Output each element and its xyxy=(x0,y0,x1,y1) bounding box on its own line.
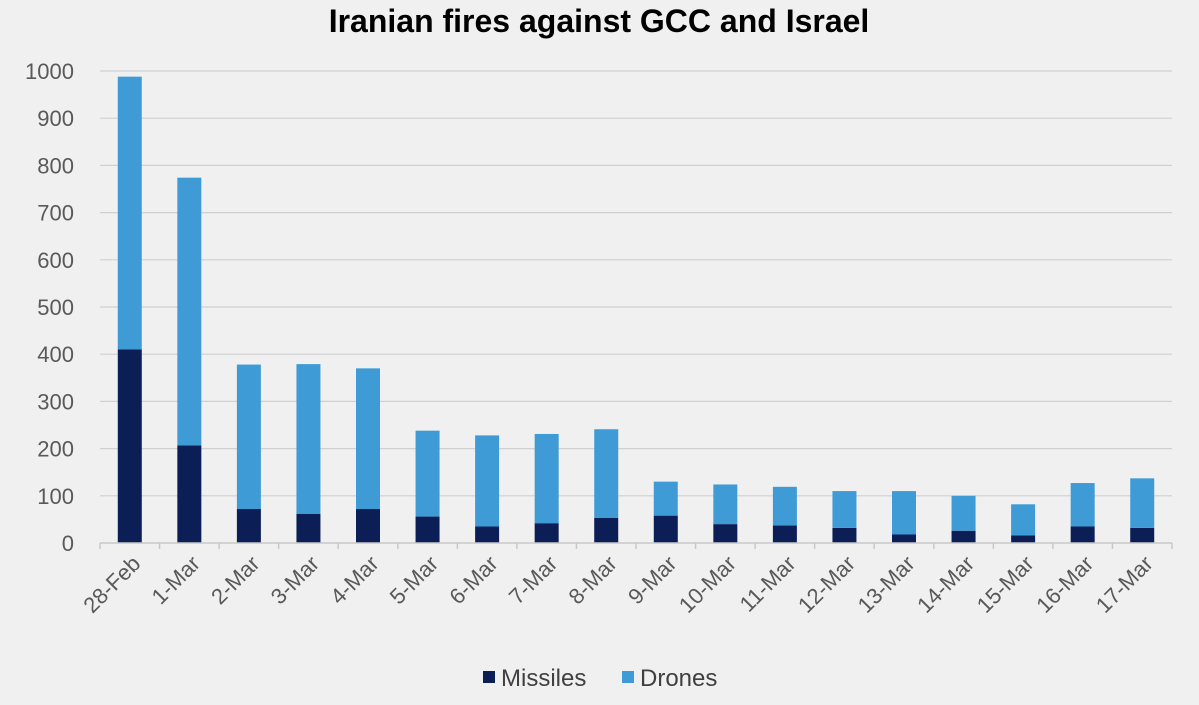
bar-missiles-11-mar xyxy=(772,525,797,543)
bar-drones-7-mar xyxy=(534,433,559,524)
chart-title: Iranian fires against GCC and Israel xyxy=(329,3,870,39)
y-tick-label: 1000 xyxy=(25,59,74,84)
bar-missiles-12-mar xyxy=(832,527,857,543)
bar-drones-4-mar xyxy=(356,368,380,510)
bar-drones-13-mar xyxy=(892,491,916,535)
bar-missiles-8-mar xyxy=(594,517,619,543)
bar-drones-11-mar xyxy=(772,486,797,526)
bar-missiles-4-mar xyxy=(356,509,380,543)
bar-missiles-14-mar xyxy=(951,530,976,543)
bar-missiles-6-mar xyxy=(475,526,500,543)
legend-swatch-missiles xyxy=(483,671,495,683)
y-tick-label: 900 xyxy=(37,106,74,131)
legend-label-missiles: Missiles xyxy=(501,665,586,692)
bars xyxy=(117,76,1155,543)
bar-drones-8-mar xyxy=(594,429,619,518)
y-tick-label: 200 xyxy=(37,437,74,462)
y-tick-label: 0 xyxy=(62,531,74,556)
y-tick-label: 300 xyxy=(37,389,74,414)
y-tick-label: 600 xyxy=(37,248,74,273)
bar-missiles-3-mar xyxy=(296,513,321,543)
bar-drones-10-mar xyxy=(713,484,738,525)
bar-drones-16-mar xyxy=(1070,483,1095,527)
bar-missiles-28-feb xyxy=(117,349,142,543)
gridlines xyxy=(100,70,1172,497)
bar-missiles-17-mar xyxy=(1130,527,1155,543)
legend-label-drones: Drones xyxy=(640,665,717,692)
bar-missiles-16-mar xyxy=(1070,526,1095,543)
bar-drones-2-mar xyxy=(236,364,261,510)
bar-missiles-7-mar xyxy=(534,523,559,543)
bar-missiles-13-mar xyxy=(892,534,916,543)
y-tick-label: 100 xyxy=(37,484,74,509)
bar-missiles-10-mar xyxy=(713,524,738,543)
bar-missiles-2-mar xyxy=(236,509,261,543)
y-tick-label: 800 xyxy=(37,153,74,178)
bar-drones-5-mar xyxy=(415,430,440,517)
bar-drones-17-mar xyxy=(1130,478,1155,528)
bar-drones-14-mar xyxy=(951,495,976,531)
legend-swatch-drones xyxy=(622,671,634,683)
y-tick-label: 500 xyxy=(37,295,74,320)
bar-drones-12-mar xyxy=(832,491,857,528)
y-tick-label: 700 xyxy=(37,201,74,226)
bar-drones-9-mar xyxy=(653,481,678,516)
bar-drones-6-mar xyxy=(475,435,500,527)
bar-missiles-1-mar xyxy=(177,445,202,543)
y-tick-label: 400 xyxy=(37,342,74,367)
bar-drones-28-feb xyxy=(117,76,142,350)
bar-missiles-5-mar xyxy=(415,516,440,543)
legend: Missiles Drones xyxy=(483,665,717,692)
bar-drones-3-mar xyxy=(296,364,321,514)
bar-missiles-15-mar xyxy=(1011,535,1036,543)
bar-missiles-9-mar xyxy=(653,515,678,543)
bar-drones-15-mar xyxy=(1011,504,1036,536)
bar-drones-1-mar xyxy=(177,177,202,446)
